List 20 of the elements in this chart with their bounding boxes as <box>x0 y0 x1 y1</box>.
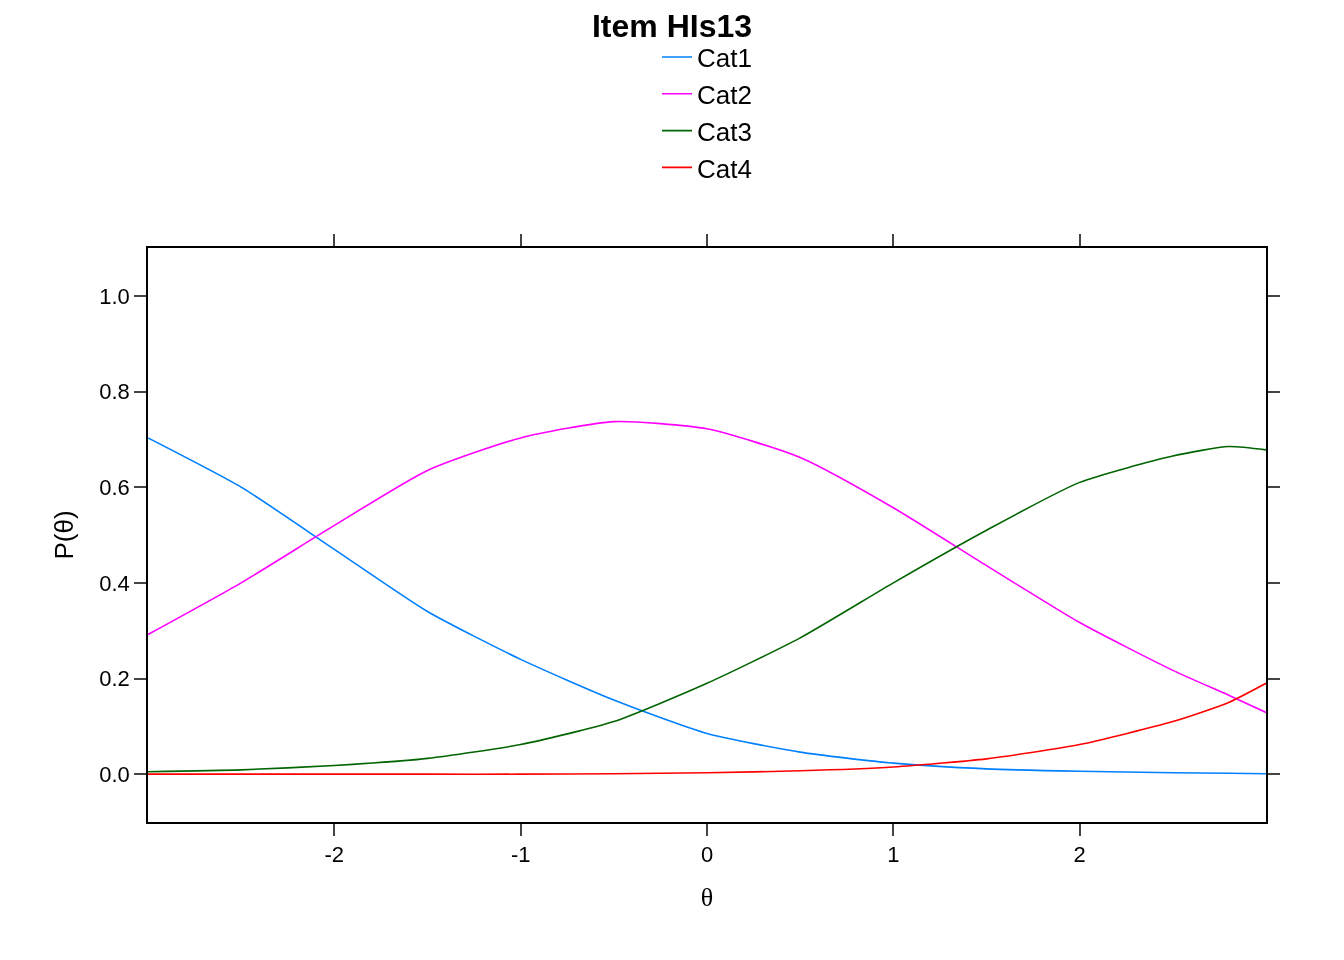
y-tick-label: 1.0 <box>99 283 130 309</box>
line-series <box>148 682 1266 775</box>
line-series <box>148 420 1266 714</box>
x-tick-label: 0 <box>700 842 714 868</box>
x-tick-label: -2 <box>324 842 345 868</box>
y-axis-title: P(θ) <box>49 510 80 560</box>
y-tick-label: 0.6 <box>99 474 130 500</box>
y-tick-label: 0.4 <box>99 570 130 596</box>
y-tick-label: 0.8 <box>99 379 130 405</box>
chart-title: Item HIs13 <box>591 7 753 44</box>
x-tick-label: -1 <box>510 842 531 868</box>
y-tick-label: 0.2 <box>99 666 130 692</box>
legend-label: Cat4 <box>697 153 752 184</box>
y-tick-label: 0.0 <box>99 761 130 787</box>
legend-label: Cat1 <box>697 43 752 74</box>
x-axis-title: θ <box>700 883 714 913</box>
legend-label: Cat2 <box>697 79 752 110</box>
x-tick-label: 2 <box>1073 842 1086 868</box>
x-tick-label: 1 <box>887 842 900 868</box>
legend-label: Cat3 <box>697 116 752 147</box>
